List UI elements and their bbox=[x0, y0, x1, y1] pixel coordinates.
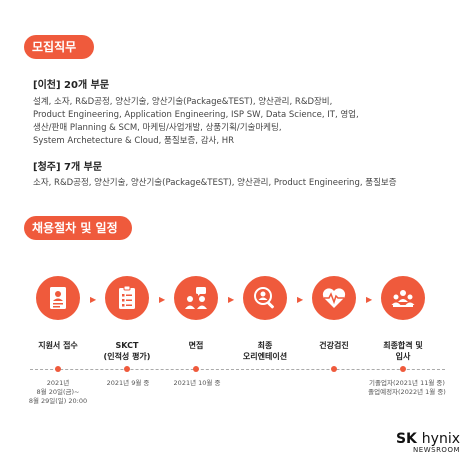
timeline-line bbox=[30, 369, 445, 370]
step-final-hire: 최종합격 및 입사 bbox=[373, 276, 433, 362]
date-interview: 2021년 10월 중 bbox=[173, 379, 221, 387]
group-text-cheongju: 소자, R&D공정, 양산기술, 양산기술(Package&TEST), 양산관… bbox=[33, 177, 453, 190]
step-interview: 면접 bbox=[166, 276, 226, 351]
date-final: 기졸업자(2021년 11월 중) 졸업예정자(2022년 1월 중) bbox=[362, 379, 452, 397]
logo-text-sk: SK bbox=[395, 431, 417, 447]
step-skct: SKCT (인적성 평가) bbox=[97, 276, 157, 362]
date-line: 기졸업자(2021년 11월 중) bbox=[369, 379, 445, 387]
section-title-process: 채용절차 및 일정 bbox=[24, 216, 132, 240]
timeline-dot bbox=[193, 366, 199, 372]
step-label: 최종합격 및 입사 bbox=[373, 340, 433, 362]
group-title-icheon: [이천] 20개 부문 bbox=[33, 80, 110, 91]
step-label-line: 최종합격 및 bbox=[383, 341, 423, 350]
timeline-dot bbox=[331, 366, 337, 372]
step-label: 지원서 접수 bbox=[28, 340, 88, 351]
group-title-cheongju: [청주] 7개 부문 bbox=[33, 162, 103, 173]
checklist-icon bbox=[105, 276, 149, 320]
group-line: 설계, 소자, R&D공정, 양산기술, 양산기술(Package&TEST),… bbox=[33, 97, 333, 107]
step-label-line: 건강검진 bbox=[319, 341, 349, 350]
step-label-line: 입사 bbox=[395, 352, 411, 361]
group-line: System Archetecture & Cloud, 품질보증, 감사, H… bbox=[33, 136, 235, 146]
logo-text-hynix: hynix bbox=[421, 431, 460, 447]
chevron-right-icon: ▶ bbox=[159, 295, 166, 304]
chevron-right-icon: ▶ bbox=[228, 295, 235, 304]
date-line: 졸업예정자(2022년 1월 중) bbox=[368, 388, 446, 396]
chevron-right-icon: ▶ bbox=[297, 295, 304, 304]
step-label-line: SKCT bbox=[115, 341, 139, 350]
date-skct: 2021년 9월 중 bbox=[106, 379, 150, 387]
step-label: 건강검진 bbox=[304, 340, 364, 351]
timeline-dot bbox=[55, 366, 61, 372]
application-form-icon bbox=[36, 276, 80, 320]
date-application: 2021년 8월 20일(금)~ 8월 29일(일) 20:00 bbox=[22, 379, 94, 406]
group-people-icon bbox=[381, 276, 425, 320]
group-line: Product Engineering, Application Enginee… bbox=[33, 110, 359, 120]
interview-icon bbox=[174, 276, 218, 320]
date-line: 8월 29일(일) 20:00 bbox=[28, 397, 88, 405]
date-line: 8월 20일(금)~ bbox=[36, 388, 80, 396]
search-person-icon bbox=[243, 276, 287, 320]
step-label-line: 오리엔테이션 bbox=[242, 352, 288, 361]
chevron-right-icon: ▶ bbox=[90, 295, 97, 304]
step-label-line: 최종 bbox=[257, 341, 273, 350]
step-label: 최종 오리엔테이션 bbox=[235, 340, 295, 362]
logo-text-newsroom: NEWSROOM bbox=[413, 446, 460, 454]
step-health-check: 건강검진 bbox=[304, 276, 364, 351]
group-line: 생산/판매 Planning & SCM, 마케팅/사업개발, 상품기획/기술마… bbox=[33, 123, 282, 133]
timeline-dot bbox=[124, 366, 130, 372]
heartbeat-icon bbox=[312, 276, 356, 320]
group-text-icheon: 설계, 소자, R&D공정, 양산기술, 양산기술(Package&TEST),… bbox=[33, 96, 453, 148]
step-label-line: 지원서 접수 bbox=[38, 341, 78, 350]
step-orientation: 최종 오리엔테이션 bbox=[235, 276, 295, 362]
chevron-right-icon: ▶ bbox=[366, 295, 373, 304]
timeline-dot bbox=[400, 366, 406, 372]
step-label-line: 면접 bbox=[188, 341, 204, 350]
sk-hynix-newsroom-logo: SK hynix NEWSROOM bbox=[396, 432, 460, 454]
step-label: SKCT (인적성 평가) bbox=[97, 340, 157, 362]
step-label-line: (인적성 평가) bbox=[103, 352, 151, 361]
step-application: 지원서 접수 bbox=[28, 276, 88, 351]
date-line: 2021년 bbox=[46, 379, 70, 387]
step-label: 면접 bbox=[166, 340, 226, 351]
group-line: 소자, R&D공정, 양산기술, 양산기술(Package&TEST), 양산관… bbox=[33, 178, 397, 188]
section-title-recruit-jobs: 모집직무 bbox=[24, 35, 94, 59]
